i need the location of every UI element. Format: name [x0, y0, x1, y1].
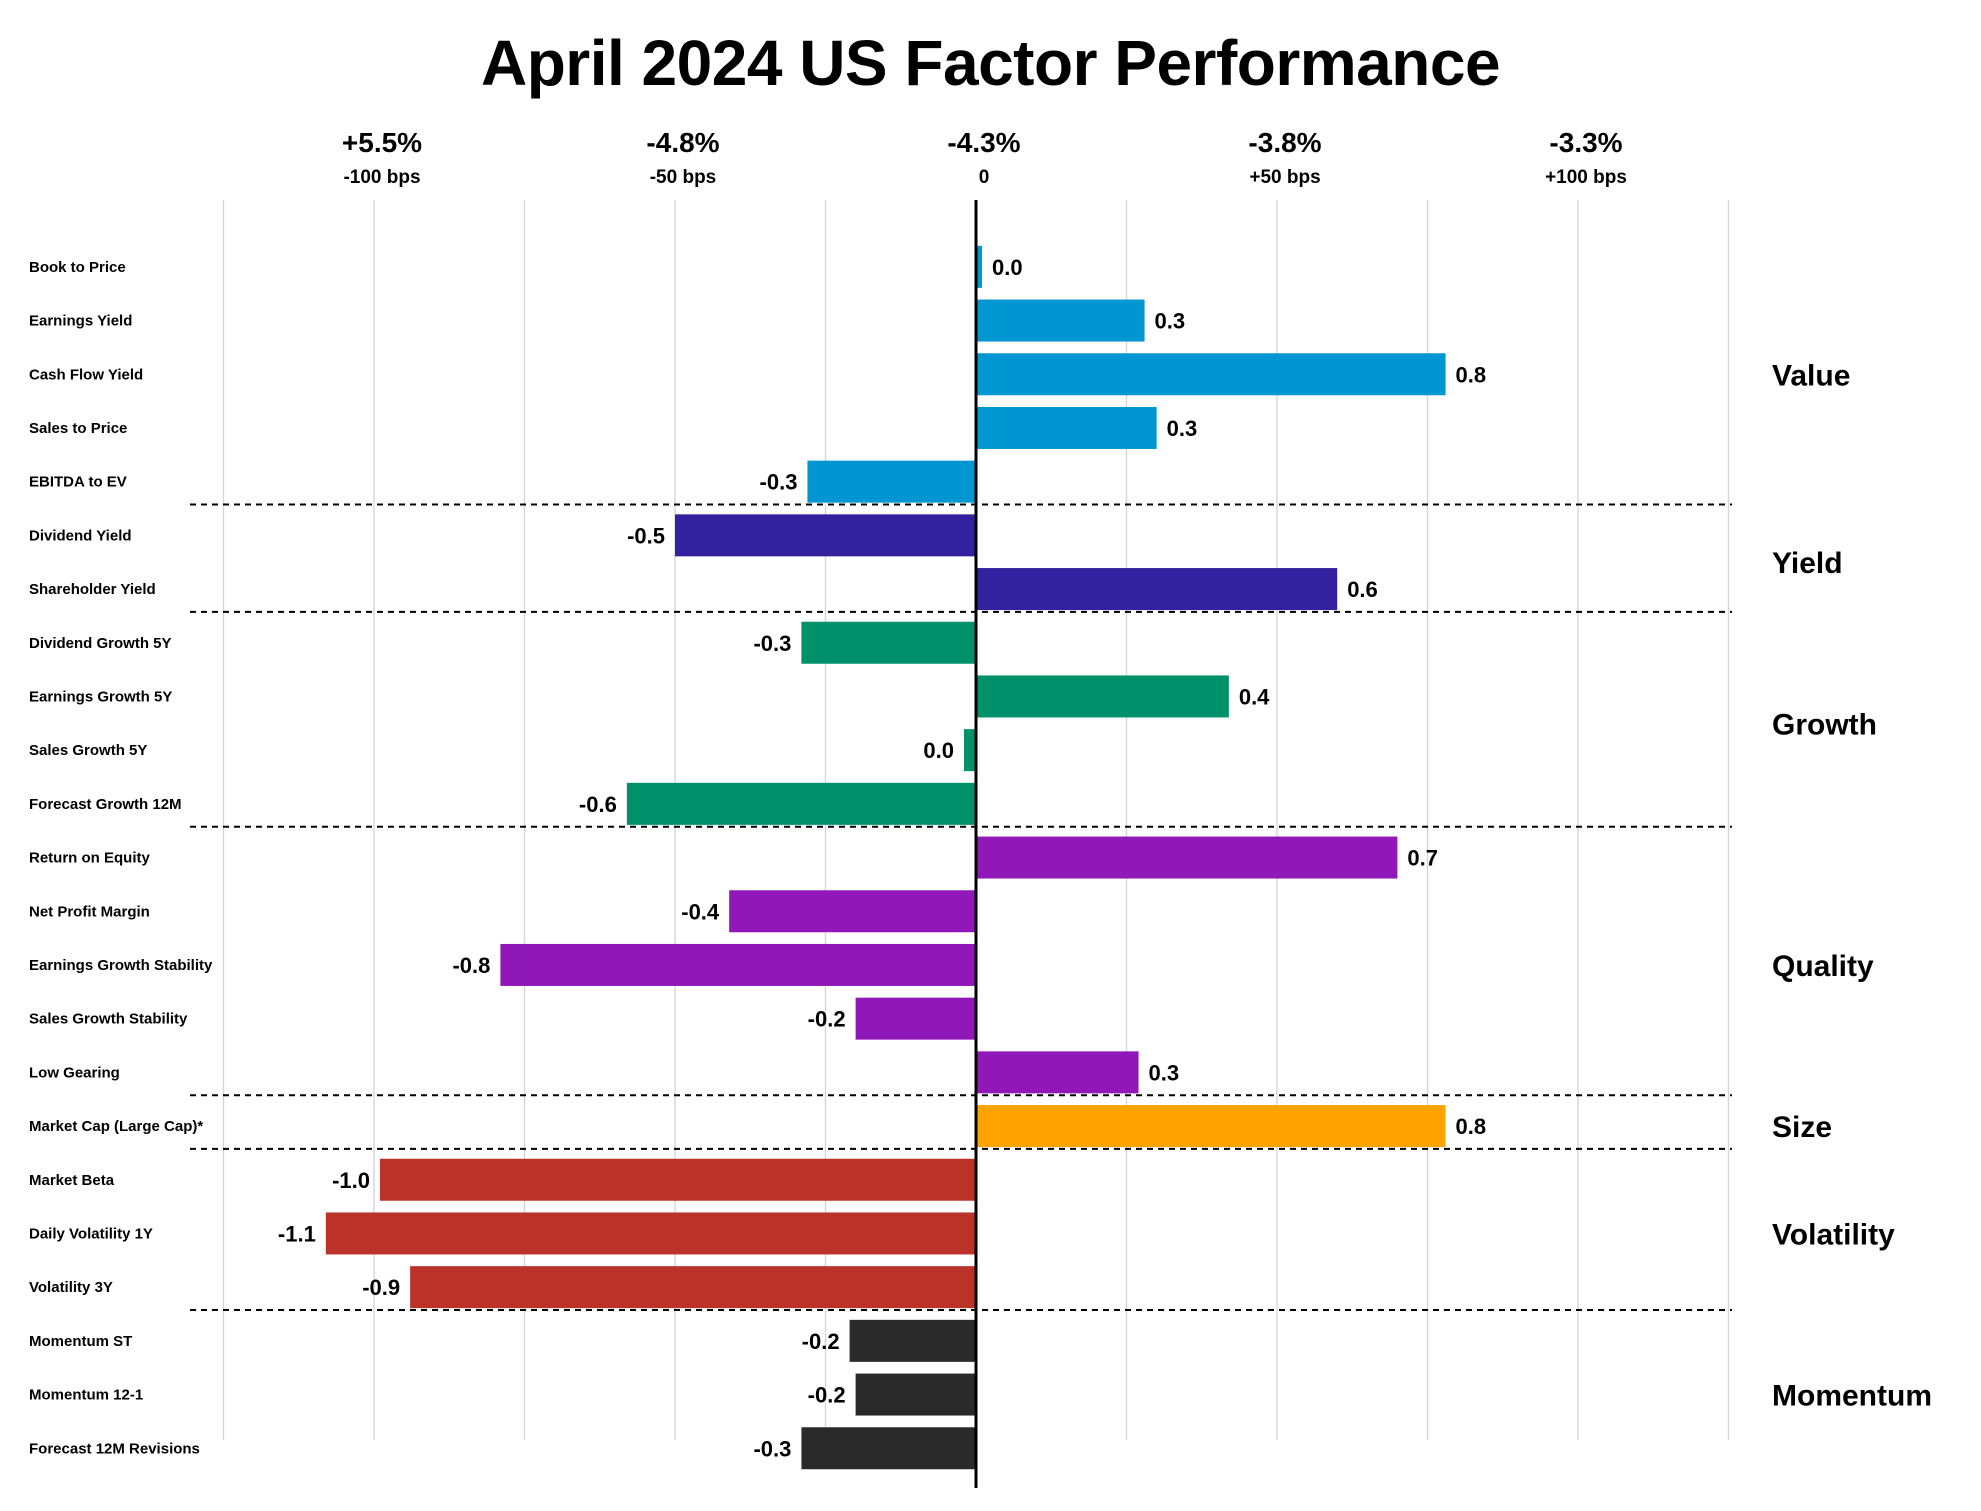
- value-label: 0.4: [1239, 684, 1270, 709]
- bar: [976, 568, 1338, 611]
- value-label: -0.8: [452, 953, 490, 978]
- bar: [380, 1158, 976, 1201]
- bar: [325, 1212, 977, 1255]
- bar: [729, 890, 976, 933]
- x-tick-bps-label: -100 bps: [343, 167, 420, 188]
- category-label: Earnings Yield: [29, 313, 132, 330]
- bar: [849, 1319, 976, 1362]
- group-label: Volatility: [1772, 1218, 1895, 1251]
- value-label: 0.0: [992, 255, 1023, 280]
- value-label: -1.1: [278, 1221, 316, 1246]
- bar: [410, 1266, 976, 1309]
- group-label: Growth: [1772, 708, 1877, 741]
- x-tick-pct-label: -4.8%: [646, 127, 719, 158]
- category-label: Market Beta: [29, 1172, 115, 1189]
- category-label: Forecast Growth 12M: [29, 796, 182, 813]
- value-label: -0.4: [681, 899, 720, 924]
- x-tick-bps-label: 0: [979, 167, 990, 188]
- value-label: -0.5: [627, 523, 665, 548]
- category-label: Market Cap (Large Cap)*: [29, 1118, 203, 1135]
- category-label: Sales to Price: [29, 420, 127, 437]
- category-label: Momentum 12-1: [29, 1387, 143, 1404]
- group-label: Quality: [1772, 950, 1874, 983]
- bar: [855, 997, 976, 1040]
- group-label: Size: [1772, 1111, 1832, 1144]
- category-label: Low Gearing: [29, 1064, 120, 1081]
- category-label: Forecast 12M Revisions: [29, 1440, 200, 1457]
- x-tick-bps-label: +100 bps: [1545, 167, 1627, 188]
- bar: [976, 1051, 1139, 1094]
- bar: [855, 1373, 976, 1416]
- category-label: EBITDA to EV: [29, 474, 127, 491]
- bar: [976, 1105, 1446, 1148]
- bar: [976, 836, 1398, 879]
- value-label: -0.3: [760, 470, 798, 495]
- group-label: Value: [1772, 359, 1850, 392]
- bar: [976, 245, 983, 288]
- category-label: Dividend Growth 5Y: [29, 635, 172, 652]
- bar: [976, 675, 1229, 718]
- x-tick-pct-label: -4.3%: [947, 127, 1020, 158]
- bar: [801, 1427, 976, 1470]
- category-label: Shareholder Yield: [29, 581, 156, 598]
- category-label: Dividend Yield: [29, 527, 132, 544]
- category-label: Sales Growth 5Y: [29, 742, 147, 759]
- category-label: Earnings Growth 5Y: [29, 688, 172, 705]
- value-label: -0.6: [579, 792, 617, 817]
- category-label: Momentum ST: [29, 1333, 132, 1350]
- value-label: -0.2: [802, 1329, 840, 1354]
- bar: [626, 782, 976, 825]
- value-label: 0.3: [1167, 416, 1198, 441]
- bar: [976, 406, 1157, 449]
- chart-title: April 2024 US Factor Performance: [480, 27, 1501, 99]
- bar: [500, 943, 976, 986]
- bar: [963, 729, 976, 772]
- value-label: -0.3: [753, 1436, 791, 1461]
- x-tick-bps-label: -50 bps: [650, 167, 717, 188]
- value-label: 0.7: [1407, 846, 1438, 871]
- category-label: Daily Volatility 1Y: [29, 1225, 153, 1242]
- bar: [801, 621, 976, 664]
- category-label: Earnings Growth Stability: [29, 957, 213, 974]
- category-label: Sales Growth Stability: [29, 1011, 188, 1028]
- value-label: 0.3: [1149, 1060, 1180, 1085]
- category-label: Book to Price: [29, 259, 126, 276]
- value-label: 0.0: [923, 738, 954, 763]
- value-label: -0.9: [362, 1275, 400, 1300]
- category-label: Cash Flow Yield: [29, 366, 143, 383]
- value-label: 0.3: [1155, 309, 1186, 334]
- bar: [807, 460, 976, 503]
- value-label: -0.2: [808, 1007, 846, 1032]
- x-tick-pct-label: +5.5%: [342, 127, 422, 158]
- bar: [675, 514, 976, 557]
- x-tick-pct-label: -3.8%: [1248, 127, 1321, 158]
- bar: [976, 353, 1446, 396]
- category-label: Net Profit Margin: [29, 903, 150, 920]
- value-label: 0.8: [1456, 1114, 1487, 1139]
- value-label: -0.3: [753, 631, 791, 656]
- value-label: 0.8: [1456, 362, 1487, 387]
- x-tick-pct-label: -3.3%: [1549, 127, 1622, 158]
- value-label: 0.6: [1347, 577, 1378, 602]
- value-label: -0.2: [808, 1383, 846, 1408]
- category-label: Return on Equity: [29, 850, 150, 867]
- group-label: Momentum: [1772, 1380, 1932, 1413]
- x-tick-bps-label: +50 bps: [1249, 167, 1320, 188]
- category-label: Volatility 3Y: [29, 1279, 113, 1296]
- bar: [976, 299, 1145, 342]
- value-label: -1.0: [332, 1168, 370, 1193]
- group-label: Yield: [1772, 547, 1843, 580]
